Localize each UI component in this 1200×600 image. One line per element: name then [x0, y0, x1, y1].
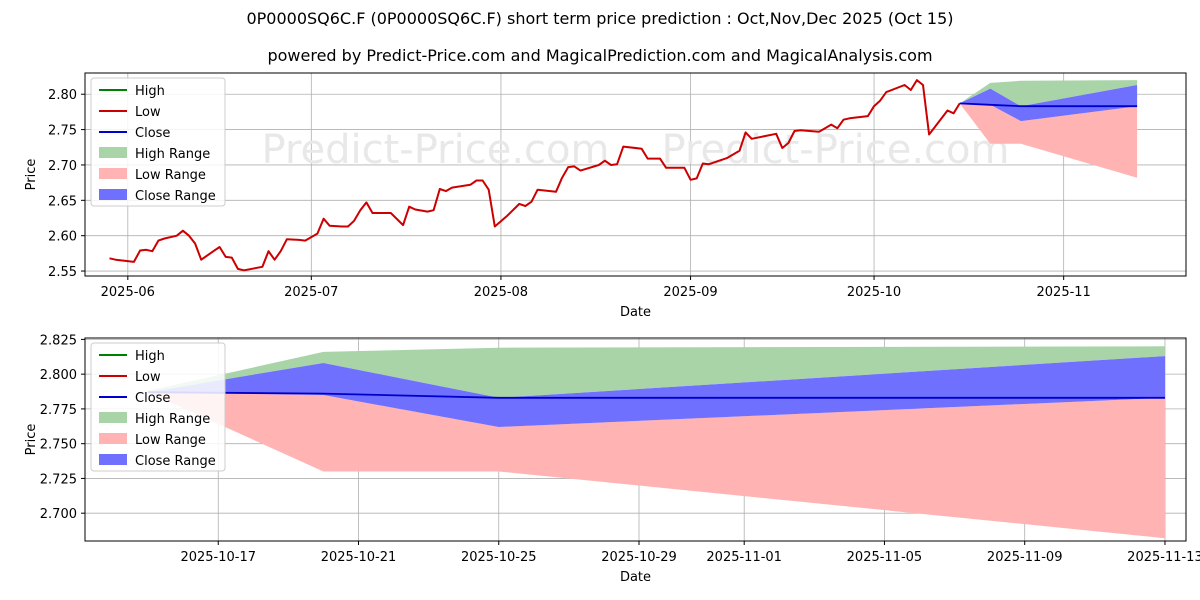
legend-high-label: High — [135, 349, 165, 364]
y-axis-label: Price — [24, 159, 39, 191]
watermark-text: Predict-Price.com — [662, 542, 1010, 588]
x-tick-label: 2025-11-05 — [847, 550, 923, 565]
y-tick-label: 2.800 — [40, 368, 77, 383]
legend-low-label: Low — [135, 105, 161, 120]
x-tick-label: 2025-08 — [474, 285, 528, 300]
watermark-text: Predict-Price.com — [262, 277, 610, 323]
watermark-text: Predict-Price.com — [262, 127, 610, 173]
close-forecast-line — [959, 102, 1138, 108]
x-tick-label: 2025-11-09 — [987, 550, 1063, 565]
chart-panel-history-and-forecast: Predict-Price.com Predict-Price.com Predic… — [24, 72, 1187, 323]
legend-close-range-label: Close Range — [135, 454, 216, 469]
legend-high-label: High — [135, 84, 165, 99]
low-range-band — [148, 392, 1166, 539]
x-tick-label: 2025-06 — [101, 285, 155, 300]
legend-close-range-swatch — [99, 189, 127, 200]
y-tick-label: 2.825 — [40, 333, 77, 348]
y-tick-label: 2.75 — [48, 124, 77, 139]
low-range-band — [959, 103, 1138, 178]
x-tick-label: 2025-11-01 — [706, 550, 782, 565]
x-axis-label: Date — [620, 305, 651, 320]
chart-subtitle: powered by Predict-Price.com and Magical… — [267, 46, 933, 65]
legend-close-label: Close — [135, 126, 170, 141]
y-tick-label: 2.700 — [40, 507, 77, 522]
legend-low-range-label: Low Range — [135, 433, 206, 448]
legend-high-range-label: High Range — [135, 147, 210, 162]
legend-high-range-swatch — [99, 412, 127, 423]
y-tick-label: 2.55 — [48, 265, 77, 280]
plot-area — [109, 79, 1138, 272]
y-tick-label: 2.70 — [48, 159, 77, 174]
legend-close-range-label: Close Range — [135, 189, 216, 204]
legend-low-range-swatch — [99, 433, 127, 444]
x-tick-label: 2025-11-13 — [1127, 550, 1200, 565]
x-tick-label: 2025-10-25 — [461, 550, 537, 565]
close-range-band — [148, 356, 1166, 427]
x-tick-label: 2025-10-29 — [601, 550, 677, 565]
y-tick-label: 2.750 — [40, 438, 77, 453]
y-tick-label: 2.80 — [48, 88, 77, 103]
chart-title: 0P0000SQ6C.F (0P0000SQ6C.F) short term p… — [246, 9, 954, 28]
x-tick-label: 2025-09 — [663, 285, 717, 300]
legend-close-range-swatch — [99, 454, 127, 465]
y-axis-label: Price — [24, 424, 39, 456]
close-forecast-line — [148, 391, 1165, 399]
axes-frame — [84, 337, 1187, 542]
x-tick-label: 2025-10-17 — [180, 550, 256, 565]
x-tick-label: 2025-10-21 — [321, 550, 397, 565]
high-range-band — [148, 346, 1166, 398]
y-tick-label: 2.60 — [48, 230, 77, 245]
watermark-text: Predict-Price.com — [262, 542, 610, 588]
x-tick-label: 2025-07 — [284, 285, 338, 300]
x-axis-label: Date — [620, 570, 651, 585]
chart-panel-forecast-zoom: Predict-Price.comPredict-Price.comPredic… — [24, 333, 1200, 588]
legend-low-label: Low — [135, 370, 161, 385]
y-tick-label: 2.725 — [40, 472, 77, 487]
close-range-band — [959, 85, 1138, 122]
legend-high-range-swatch — [99, 147, 127, 158]
x-tick-label: 2025-11 — [1037, 285, 1091, 300]
legend-low-range-swatch — [99, 168, 127, 179]
legend-close-label: Close — [135, 391, 170, 406]
low-history-line — [109, 79, 961, 272]
legend-low-range-label: Low Range — [135, 168, 206, 183]
axes-frame — [84, 72, 1187, 277]
legend-high-range-label: High Range — [135, 412, 210, 427]
high-range-band — [959, 80, 1138, 107]
plot-area — [148, 346, 1166, 539]
watermark-text: Predict-Price.com — [662, 277, 1010, 323]
watermark-text: Predict-Price.com — [662, 127, 1010, 173]
y-tick-label: 2.65 — [48, 194, 77, 209]
x-tick-label: 2025-10 — [847, 285, 901, 300]
y-tick-label: 2.775 — [40, 403, 77, 418]
